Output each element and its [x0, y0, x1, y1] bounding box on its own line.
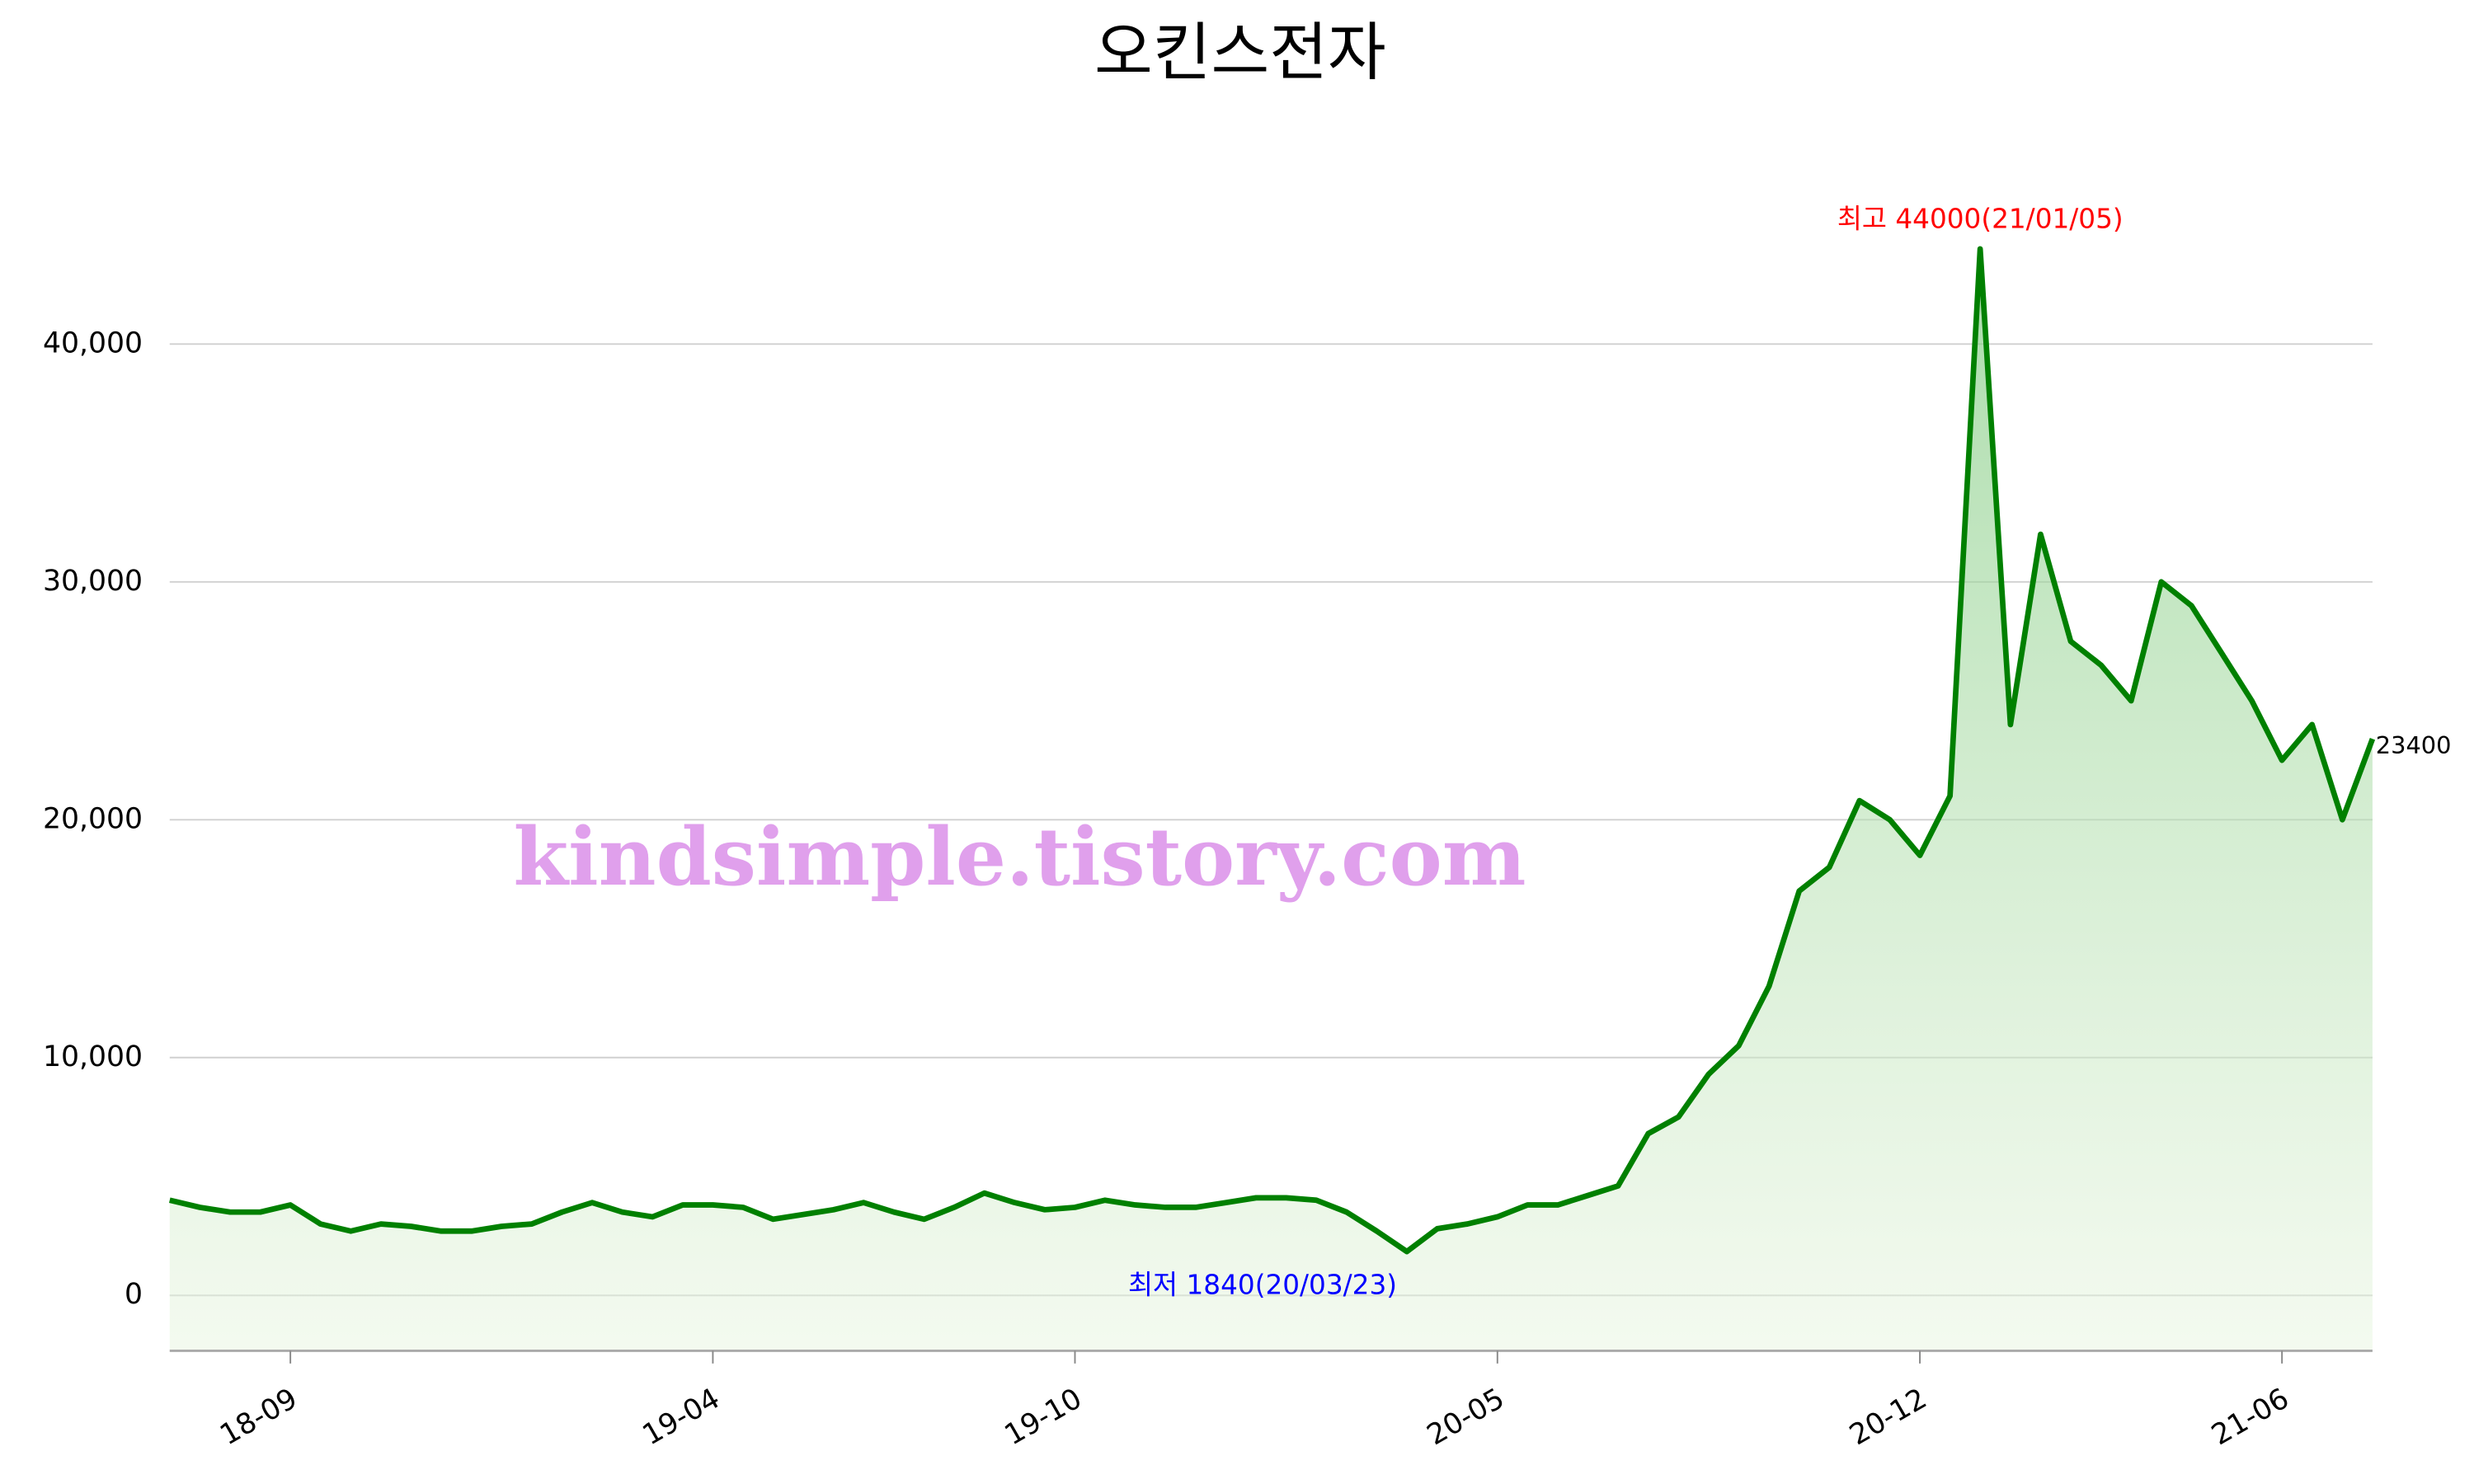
- y-tick-label: 10,000: [43, 1040, 143, 1073]
- x-tick-label: 20-05: [1422, 1382, 1510, 1452]
- x-tick-label: 19-04: [637, 1382, 726, 1452]
- watermark: kindsimple.tistory.com: [514, 810, 1526, 904]
- y-tick-label: 40,000: [43, 326, 143, 359]
- max-annotation: 최고 44000(21/01/05): [1837, 203, 2124, 234]
- last-value-label: 23400: [2376, 731, 2452, 759]
- x-tick-label: 20-12: [1844, 1382, 1932, 1452]
- x-tick-label: 19-10: [999, 1382, 1088, 1452]
- price-line: [168, 246, 2376, 1255]
- y-tick-label: 20,000: [43, 802, 143, 835]
- area: [169, 248, 2373, 1351]
- y-tick-label: 0: [125, 1278, 143, 1311]
- y-tick-label: 30,000: [43, 565, 143, 598]
- chart-title: 오킨스전자: [1094, 16, 1386, 90]
- x-tick-label: 21-06: [2206, 1382, 2294, 1452]
- min-annotation: 최저 1840(20/03/23): [1128, 1269, 1397, 1300]
- x-tick-label: 18-09: [214, 1382, 303, 1452]
